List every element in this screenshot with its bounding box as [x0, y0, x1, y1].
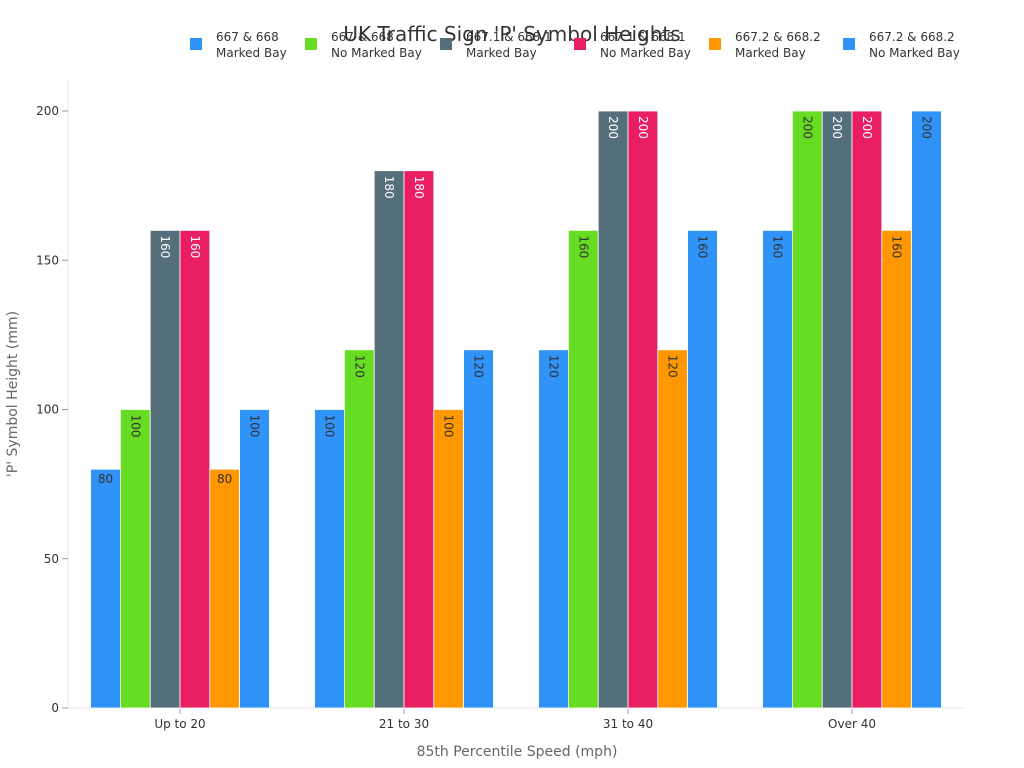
bar-value-label: 200 [606, 116, 620, 139]
legend-item[interactable]: 667 & 668 No Marked Bay [305, 30, 422, 60]
legend-item[interactable]: 667.1 & 668.1 Marked Bay [440, 30, 552, 60]
legend-swatch [305, 38, 317, 50]
bar-value-label: 200 [860, 116, 874, 139]
bar-value-label: 160 [890, 235, 904, 258]
legend-swatch [574, 38, 586, 50]
x-tick-label: 21 to 30 [379, 717, 429, 731]
legend-label: Marked Bay [466, 46, 537, 60]
legend-swatch [190, 38, 202, 50]
legend-label: 667 & 668 [331, 30, 394, 44]
bar[interactable] [851, 110, 883, 709]
legend-item[interactable]: 667 & 668 Marked Bay [190, 30, 287, 60]
bar-value-label: 100 [128, 415, 142, 438]
bar-value-label: 120 [352, 355, 366, 378]
bar[interactable] [568, 229, 599, 709]
bar[interactable] [343, 349, 375, 709]
legend-item[interactable]: 667.2 & 668.2 No Marked Bay [843, 30, 960, 60]
legend-swatch [440, 38, 452, 50]
bar-value-label: 160 [771, 235, 785, 258]
bar-value-label: 120 [472, 355, 486, 378]
bar-value-label: 180 [412, 176, 426, 199]
legend-label: 667.2 & 668.2 [735, 30, 821, 44]
bar-value-label: 100 [323, 415, 337, 438]
bar-value-label: 180 [382, 176, 396, 199]
bar[interactable] [687, 229, 718, 709]
y-axis-title: 'P' Symbol Height (mm) [5, 311, 21, 477]
data-labels-group: 80 100 160 160 80 100 100 120 180 180 100 120 120 160… [98, 116, 934, 486]
bar[interactable] [314, 409, 345, 709]
legend-label: No Marked Bay [331, 46, 422, 60]
bar-value-label: 120 [547, 355, 561, 378]
bar-value-label: 160 [188, 235, 202, 258]
bar-value-label: 120 [666, 355, 680, 378]
bar[interactable] [627, 110, 659, 709]
bar[interactable] [120, 409, 151, 709]
bar[interactable] [90, 468, 121, 709]
bar[interactable] [881, 229, 912, 709]
bar-value-label: 160 [696, 235, 710, 258]
legend-label: 667.1 & 668.1 [600, 30, 686, 44]
bar[interactable] [239, 409, 270, 709]
legend-label: 667.1 & 668.1 [466, 30, 552, 44]
y-tick-label: 200 [36, 104, 59, 118]
bar[interactable] [792, 110, 823, 709]
bar[interactable] [821, 110, 853, 709]
bar[interactable] [403, 170, 435, 709]
bar[interactable] [209, 468, 241, 709]
legend-swatch [709, 38, 721, 50]
chart-title: UK Traffic Sign 'P' Symbol Heights [343, 22, 680, 46]
x-tick-label: Over 40 [828, 717, 876, 731]
bar-value-label: 160 [576, 235, 590, 258]
legend-label: 667 & 668 [216, 30, 279, 44]
bar[interactable] [597, 110, 629, 709]
y-axis-ticks: 0 50 100 150 200 [36, 104, 68, 715]
bar[interactable] [657, 349, 688, 709]
y-tick-label: 150 [36, 253, 59, 267]
bar-value-label: 100 [248, 415, 262, 438]
bar-value-label: 80 [217, 472, 232, 486]
bar-value-label: 200 [830, 116, 844, 139]
bar-series-group [90, 110, 942, 709]
bar[interactable] [373, 170, 405, 709]
x-tick-label: Up to 20 [154, 717, 205, 731]
legend-label: Marked Bay [216, 46, 287, 60]
legend-label: 667.2 & 668.2 [869, 30, 955, 44]
x-axis-ticks: Up to 20 21 to 30 31 to 40 Over 40 [154, 708, 876, 731]
x-tick-label: 31 to 40 [603, 717, 653, 731]
legend-label: No Marked Bay [600, 46, 691, 60]
legend-item[interactable]: 667.1 & 668.1 No Marked Bay [574, 30, 691, 60]
bar-value-label: 200 [636, 116, 650, 139]
y-tick-label: 50 [44, 552, 59, 566]
legend-label: Marked Bay [735, 46, 806, 60]
legend-label: No Marked Bay [869, 46, 960, 60]
bar-value-label: 200 [800, 116, 814, 139]
y-tick-label: 100 [36, 403, 59, 417]
bar-value-label: 100 [442, 415, 456, 438]
bar-value-label: 80 [98, 472, 113, 486]
bar-value-label: 200 [920, 116, 934, 139]
legend-swatch [843, 38, 855, 50]
x-axis-title: 85th Percentile Speed (mph) [417, 744, 618, 760]
bar[interactable] [463, 349, 494, 709]
legend-item[interactable]: 667.2 & 668.2 Marked Bay [709, 30, 821, 60]
bar[interactable] [179, 229, 211, 709]
bar[interactable] [538, 349, 569, 709]
chart-legend: 667 & 668 Marked Bay 667 & 668 No Marked Ba… [190, 30, 960, 60]
bar[interactable] [433, 409, 464, 709]
bar[interactable] [149, 229, 181, 709]
y-tick-label: 0 [51, 701, 59, 715]
bar[interactable] [911, 110, 942, 709]
bar[interactable] [762, 229, 793, 709]
bar-value-label: 160 [158, 235, 172, 258]
